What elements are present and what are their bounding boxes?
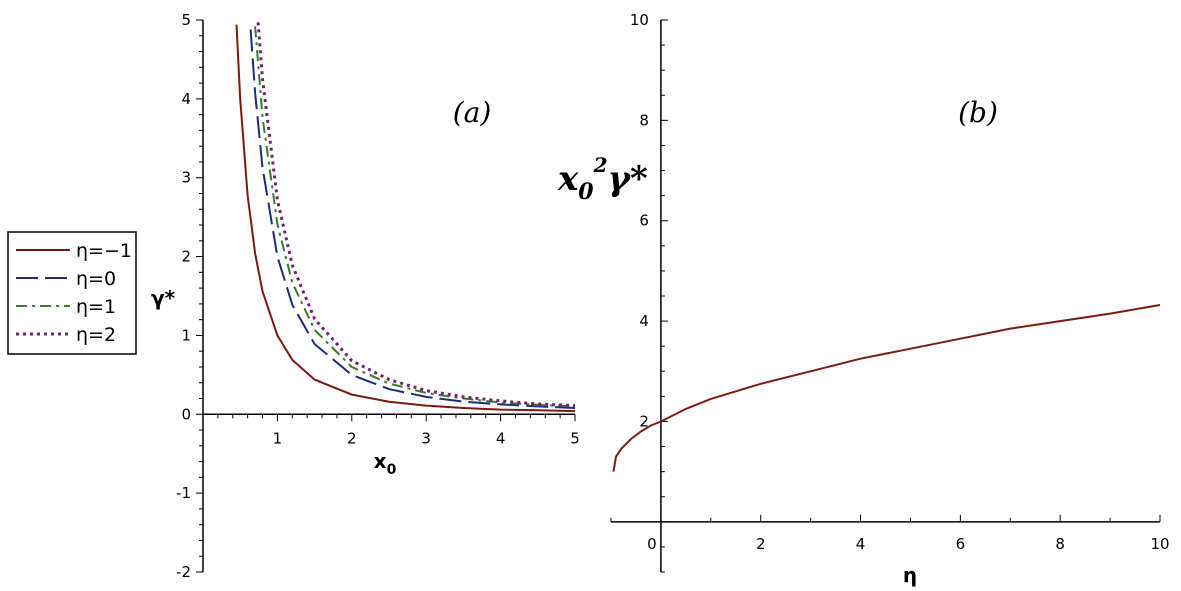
legend-box — [7, 231, 137, 355]
chart-b-y-tick-label: 6 — [639, 212, 649, 230]
chart-b-x-tick-label: 0 — [647, 535, 657, 553]
chart-a-ylabel: γ* — [151, 286, 176, 310]
chart-b-series — [612, 304, 1161, 472]
chart-a-series-line-1 — [249, 29, 576, 409]
chart-a-series-line-2 — [254, 26, 576, 408]
chart-a-y-tick-label: -1 — [176, 484, 191, 502]
chart-b-x-tick-label: 8 — [1055, 535, 1065, 553]
chart-b-xlabel: η — [903, 563, 917, 587]
chart-a-y-tick-label: 1 — [181, 326, 191, 344]
legend-label-1: η=0 — [76, 268, 116, 290]
chart-b-x-tick-label: 6 — [956, 535, 966, 553]
chart-b-axes: 0 2 4 6 8 10 2 4 6 8 10 — [610, 11, 1170, 573]
chart-a-x-tick-label: 1 — [273, 429, 283, 447]
chart-a-x-tick-label: 3 — [421, 429, 431, 447]
legend-label-2: η=1 — [76, 296, 116, 318]
chart-b-series-line-0 — [612, 304, 1161, 472]
chart-a-y-tick-label: -2 — [176, 563, 191, 581]
chart-a-xlabel: x0 — [374, 449, 397, 478]
chart-a-y-tick-label: 0 — [181, 405, 191, 423]
chart-b-y-tick-label: 2 — [639, 412, 649, 430]
chart-a-axes: 1 2 3 4 5 -2 -1 0 1 2 3 4 5 — [176, 11, 580, 581]
chart-a-x-tick-label: 4 — [496, 429, 506, 447]
chart-b-y-tick-label: 4 — [639, 312, 649, 330]
chart-a-series-line-0 — [235, 24, 576, 413]
chart-a-x-tick-label: 5 — [570, 429, 580, 447]
chart-b-x-tick-label: 4 — [856, 535, 866, 553]
legend-label-3: η=2 — [76, 324, 116, 346]
chart-a: 1 2 3 4 5 -2 -1 0 1 2 3 4 5 (a) x0 γ* — [151, 11, 580, 581]
legend-label-0: η=−1 — [76, 240, 132, 262]
chart-a-panel-label: (a) — [453, 96, 492, 129]
legend: η=−1 η=0 η=1 η=2 — [7, 231, 137, 355]
chart-a-y-tick-label: 4 — [181, 90, 191, 108]
chart-a-y-tick-label: 2 — [181, 248, 191, 266]
chart-a-series — [235, 22, 576, 413]
chart-b-x-tick-label: 2 — [756, 535, 766, 553]
chart-a-series-line-3 — [256, 22, 576, 408]
chart-a-x-tick-label: 2 — [347, 429, 357, 447]
chart-b-ylabel: x02γ* — [557, 153, 648, 205]
chart-b: 0 2 4 6 8 10 2 4 6 8 10 (b) η x02γ* — [557, 11, 1170, 587]
chart-b-panel-label: (b) — [958, 96, 998, 129]
chart-a-y-tick-label: 3 — [181, 169, 191, 187]
chart-b-y-tick-label: 10 — [630, 11, 649, 29]
chart-a-y-tick-label: 5 — [181, 11, 191, 29]
chart-b-y-tick-label: 8 — [639, 111, 649, 129]
chart-b-x-tick-label: 10 — [1150, 535, 1169, 553]
